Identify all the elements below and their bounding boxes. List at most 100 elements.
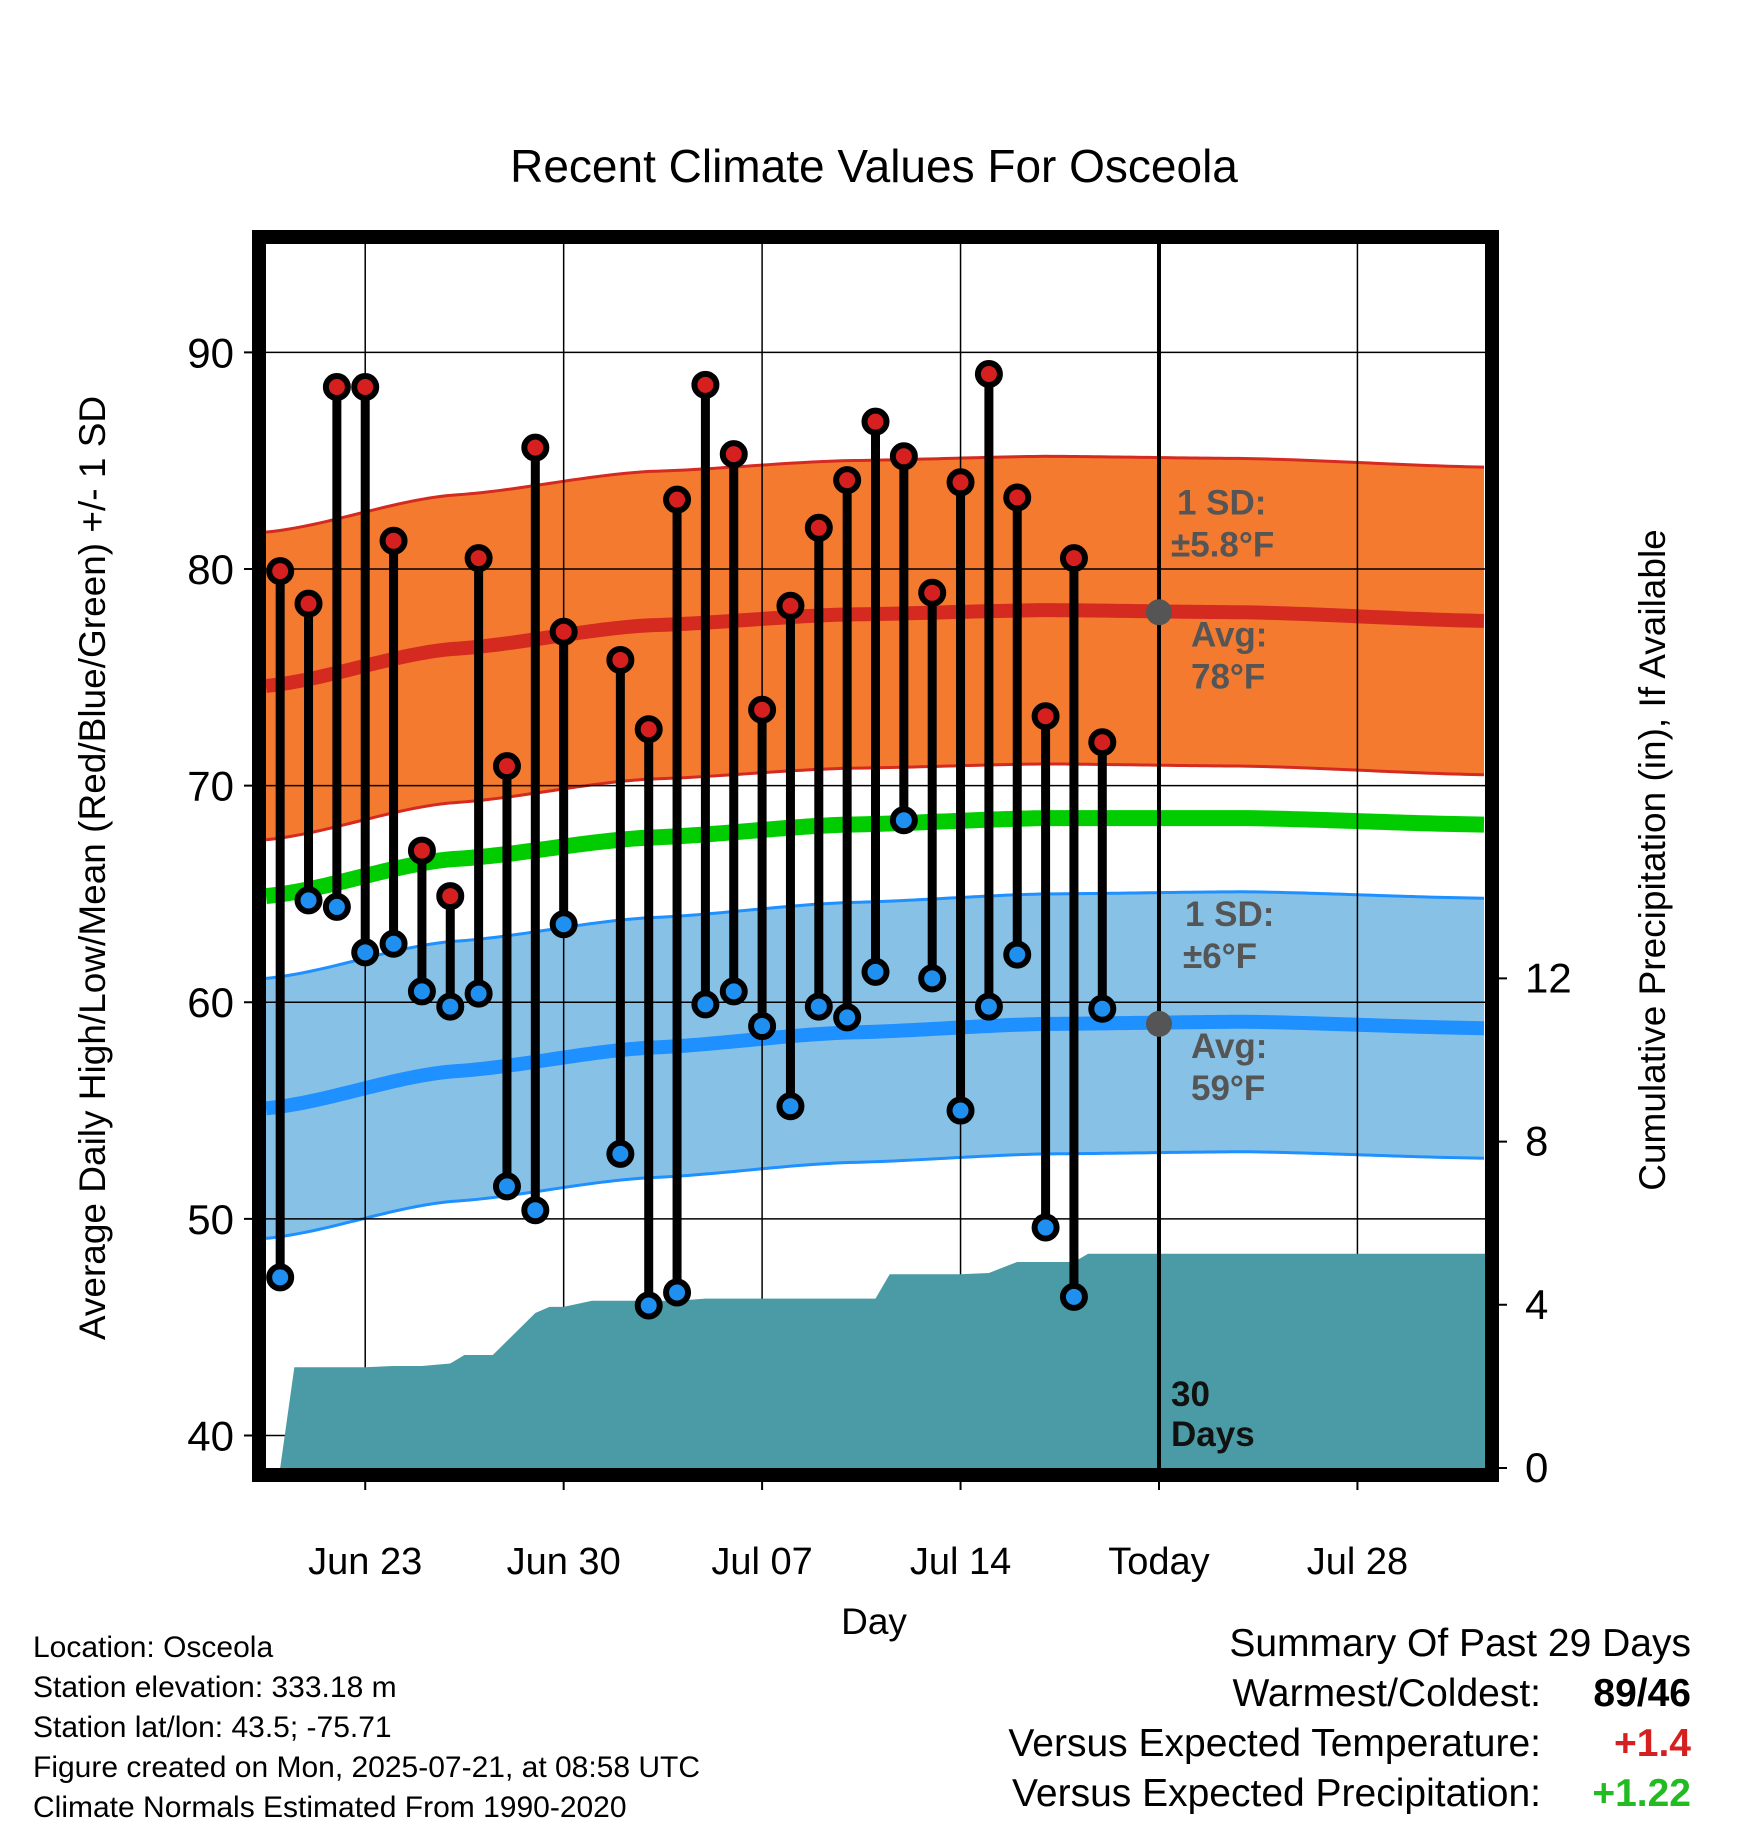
daily-low-point [889,806,918,835]
daily-low-point [1059,1282,1088,1311]
x-tick-label: Jul 14 [910,1541,1011,1583]
daily-high-point [521,433,550,462]
daily-low-point [521,1196,550,1225]
y-right-tick-label: 0 [1525,1444,1548,1491]
daily-low-point [748,1012,777,1041]
elevation-text: Station elevation: 333.18 m [33,1671,397,1704]
daily-high-point [379,526,408,555]
daily-high-point [719,440,748,469]
x-tick-label: Jul 28 [1307,1541,1408,1583]
created-text: Figure created on Mon, 2025-07-21, at 08… [33,1751,701,1784]
summary-title: Summary Of Past 29 Days [1229,1622,1691,1665]
daily-low-point [861,957,890,986]
x-tick-label: Today [1108,1541,1209,1583]
observation-points [266,359,1117,1320]
daily-low-point [436,992,465,1021]
daily-low-point [663,1278,692,1307]
x-axis-label: Day [841,1601,907,1642]
y-right-tick-label: 12 [1525,954,1572,1001]
daily-high-point [691,370,720,399]
daily-high-point [322,372,351,401]
warmest-coldest-label: Warmest/Coldest: [1232,1672,1541,1715]
daily-high-point [804,513,833,542]
latlon-text: Station lat/lon: 43.5; -75.71 [33,1711,392,1744]
precipitation-area [266,1253,1485,1468]
y-left-tick-label: 70 [187,763,234,810]
daily-high-point [436,882,465,911]
daily-high-point [974,359,1003,388]
daily-high-point [606,645,635,674]
daily-low-point [1088,994,1117,1023]
high-avg-marker [1145,599,1172,626]
daily-low-point [492,1172,521,1201]
high-avg-value: 78°F [1191,657,1265,696]
daily-high-point [833,466,862,495]
daily-high-point [407,836,436,865]
daily-high-point [1031,702,1060,731]
daily-low-point [294,886,323,915]
low-sd-label: 1 SD: [1185,895,1274,934]
daily-low-point [719,977,748,1006]
daily-high-point [351,372,380,401]
daily-high-point [634,715,663,744]
y-left-axis-label: Average Daily High/Low/Mean (Red/Blue/Gr… [72,396,113,1340]
daily-low-point [974,992,1003,1021]
daily-low-point [379,929,408,958]
precip-days-number: 30 [1171,1375,1210,1414]
daily-high-point [918,578,947,607]
x-tick-label: Jun 30 [507,1541,621,1583]
y-left-tick-label: 50 [187,1196,234,1243]
daily-low-point [464,979,493,1008]
precip-versus-row: Versus Expected Precipitation: +1.22 [1012,1772,1691,1816]
daily-low-point [1003,940,1032,969]
daily-low-point [266,1263,295,1292]
axes: 40 50 60 70 80 90 0 4 8 12 Jun 23 Jun 30 Jul 07 Jul 1… [72,230,1673,1642]
daily-low-point [407,977,436,1006]
daily-high-point [1003,483,1032,512]
daily-low-point [606,1139,635,1168]
y-left-tick-label: 40 [187,1413,234,1460]
daily-high-point [1059,544,1088,573]
y-left-tick-label: 90 [187,329,234,376]
daily-low-point [634,1291,663,1320]
precip-versus-label: Versus Expected Precipitation: [1012,1772,1541,1815]
low-avg-label: Avg: [1191,1027,1267,1066]
daily-high-point [889,442,918,471]
high-sd-label: 1 SD: [1177,483,1266,522]
chart-title: Recent Climate Values For Osceola [510,140,1238,192]
daily-high-point [464,544,493,573]
precip-versus-value: +1.22 [1592,1772,1691,1815]
low-avg-marker [1145,1010,1172,1037]
location-text: Location: Osceola [33,1631,274,1664]
daily-high-point [492,752,521,781]
high-sd-value: ±5.8°F [1171,525,1274,564]
warmest-coldest-value: 89/46 [1593,1672,1691,1715]
plot-frame [252,230,1499,1482]
daily-low-point [1031,1213,1060,1242]
daily-high-point [776,591,805,620]
daily-high-point [294,589,323,618]
precip-cumulative-area [266,1253,1485,1468]
low-sd-lower-edge [265,1150,1485,1240]
y-right-tick-label: 4 [1525,1281,1548,1328]
daily-low-point [776,1092,805,1121]
temp-versus-label: Versus Expected Temperature: [1008,1722,1541,1765]
daily-high-point [748,695,777,724]
low-avg-value: 59°F [1191,1069,1265,1108]
x-tick-label: Jul 07 [711,1541,812,1583]
daily-high-point [861,407,890,436]
warmest-coldest-row: Warmest/Coldest: 89/46 [1233,1672,1691,1716]
daily-low-point [691,990,720,1019]
daily-low-point [804,992,833,1021]
normals-text: Climate Normals Estimated From 1990-2020 [33,1791,627,1824]
daily-high-point [549,617,578,646]
y-right-axis-label: Cumulative Precipitation (in), If Availa… [1632,529,1673,1191]
daily-low-point [918,964,947,993]
observation-stems [275,373,1107,1306]
daily-low-point [946,1096,975,1125]
daily-high-point [946,468,975,497]
daily-high-point [663,485,692,514]
daily-low-point [549,910,578,939]
